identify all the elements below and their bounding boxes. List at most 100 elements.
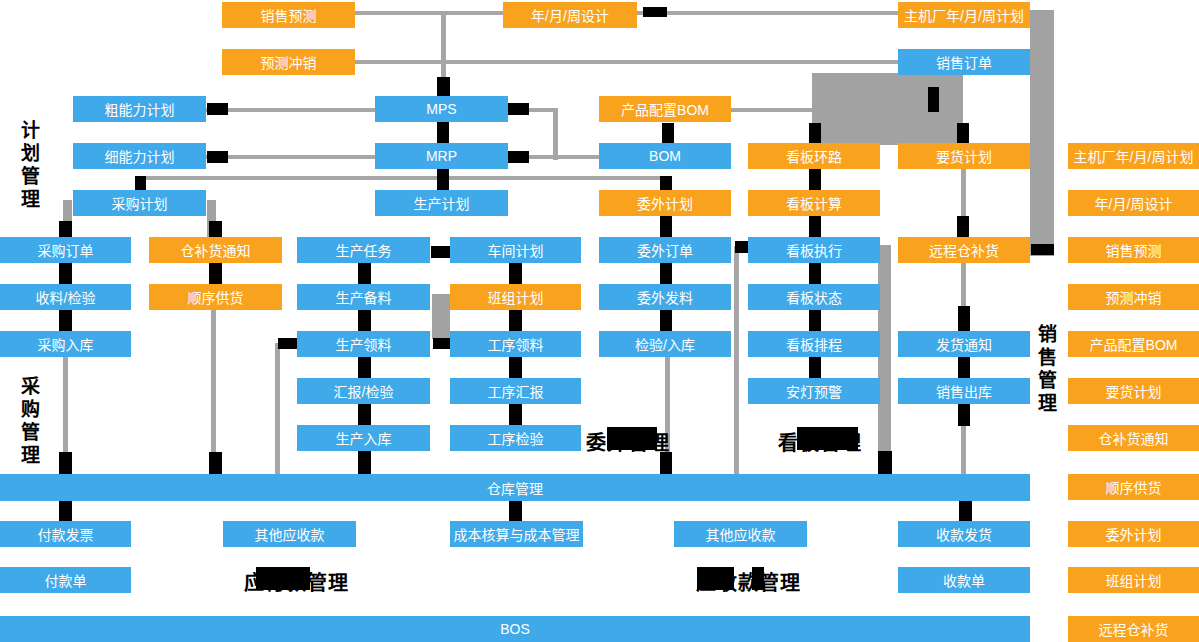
node-receipt-slip: 收款单 [898,567,1030,593]
node-remote-warehouse-replenish: 远程仓补货 [898,237,1030,263]
node-process-picking: 工序领料 [450,331,581,357]
node-other-receivables-2: 其他应收款 [674,521,807,547]
node-production-task: 生产任务 [297,237,430,263]
connector-black-bar [59,263,72,285]
node-payment-slip: 付款单 [0,567,131,593]
node-bom: BOM [599,143,731,169]
node-fine-capacity-plan: 细能力计划 [73,143,206,169]
connector-black-bar [135,176,146,191]
connector-black-bar [209,263,222,285]
node-product-config-bom: 产品配置BOM [599,96,731,122]
connector-black-bar [958,356,970,379]
node-warehouse-replenish-notice: 仓补货通知 [149,237,282,263]
connector-line [734,246,739,474]
gray-block [878,245,891,474]
node-outsourcing-plan: 委外计划 [599,190,731,216]
node-kanban-status: 看板状态 [748,284,880,310]
connector-line [211,310,216,474]
node-product-config-bom-right: 产品配置BOM [1068,331,1199,357]
node-mps: MPS [375,96,508,122]
redaction-cover [256,567,310,590]
connector-black-bar [509,263,522,285]
node-sales-order: 销售订单 [898,49,1030,75]
node-receiving-inspection: 收料/检验 [0,284,131,310]
connector-black-bar [878,451,892,474]
node-process-inspection: 工序检验 [450,425,581,451]
connector-black-bar [358,310,371,332]
connector-black-bar [809,263,821,285]
node-purchase-order: 采购订单 [0,237,131,263]
connector-black-bar [59,221,72,238]
connector-black-bar [660,263,672,285]
node-outsourcing-plan-right: 委外计划 [1068,521,1199,547]
node-kanban-schedule: 看板排程 [748,331,880,357]
node-kanban-exec: 看板执行 [748,237,880,263]
redaction-cover [697,567,734,590]
node-team-plan-right: 班组计划 [1068,567,1199,593]
node-ymw-design-top: 年/月/周设计 [503,2,637,28]
connector-line [206,155,375,159]
node-production-inbound: 生产入库 [297,425,430,451]
connector-black-bar [59,500,72,522]
connector-line [275,343,280,474]
node-receipt-shipping: 收款发货 [898,521,1030,547]
connector-black-bar [508,151,529,163]
connector-black-bar [1031,244,1054,255]
connector-line [637,11,898,15]
connector-black-bar [358,263,371,285]
connector-black-bar [809,216,821,238]
connector-black-bar [59,452,72,475]
connector-black-bar [660,310,672,332]
node-production-picking: 生产领料 [297,331,430,357]
gray-block [1030,10,1054,256]
group-label-sales-management: 销售管理 [1034,324,1056,416]
erp-module-flow-diagram: 销售预测年/月/周设计主机厂年/月/周计划预测冲销销售订单粗能力计划MPS产品配… [0,0,1199,642]
node-remote-warehouse-replenish-right: 远程仓补货 [1068,616,1199,642]
connector-black-bar [209,452,222,475]
node-team-plan: 班组计划 [450,284,581,310]
node-report-inspection: 汇报/检验 [297,378,430,404]
redaction-cover [752,567,764,590]
connector-black-bar [509,356,522,379]
connector-black-bar [809,310,821,332]
connector-black-bar [59,310,72,332]
connector-black-bar [509,310,522,332]
node-ymw-design-right: 年/月/周设计 [1068,190,1199,216]
node-sales-forecast-right: 销售预测 [1068,237,1199,263]
node-rough-capacity-plan: 粗能力计划 [73,96,206,122]
connector-black-bar [278,338,298,349]
connector-black-bar [958,306,970,332]
node-workshop-plan: 车间计划 [450,237,581,263]
node-oem-ymw-plan-top: 主机厂年/月/周计划 [898,2,1030,28]
connector-line [441,11,446,78]
connector-black-bar [207,103,228,115]
connector-black-bar [928,87,939,112]
node-production-material-prep: 生产备料 [297,284,430,310]
node-bos: BOS [0,616,1030,642]
connector-line [731,108,812,112]
node-mrp: MRP [375,143,508,169]
connector-black-bar [809,123,821,144]
group-label-plan-management: 计划管理 [17,120,39,212]
node-cost-accounting: 成本核算与成本管理 [450,521,583,547]
connector-black-bar [957,216,969,238]
connector-black-bar [437,77,450,97]
connector-black-bar [958,402,970,426]
connector-black-bar [358,403,371,426]
node-inspection-inbound: 检验/入库 [599,331,731,357]
connector-line [355,11,503,15]
node-sales-outbound: 销售出库 [898,378,1030,404]
node-outsourcing-order: 委外订单 [599,237,731,263]
node-warehouse-management: 仓库管理 [0,474,1030,501]
node-purchase-plan: 采购计划 [73,190,206,216]
connector-black-bar [809,169,821,191]
redaction-cover [797,427,858,450]
connector-line [355,60,898,64]
node-sequence-supply: 顺序供货 [149,284,282,310]
connector-line [206,108,375,112]
node-oem-ymw-plan-right: 主机厂年/月/周计划 [1068,143,1199,169]
redaction-cover [607,427,657,450]
node-shipping-notice: 发货通知 [898,331,1030,357]
connector-black-bar [660,216,672,238]
connector-black-bar [433,338,451,349]
